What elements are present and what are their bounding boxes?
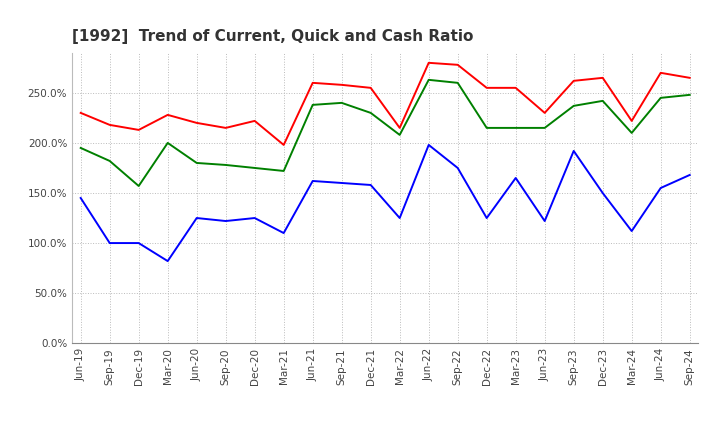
Quick Ratio xyxy=(338,100,346,106)
Cash Ratio xyxy=(163,258,172,264)
Cash Ratio xyxy=(279,231,288,236)
Current Ratio xyxy=(308,80,317,85)
Quick Ratio xyxy=(76,145,85,150)
Current Ratio xyxy=(598,75,607,81)
Cash Ratio xyxy=(598,191,607,196)
Quick Ratio xyxy=(424,77,433,82)
Current Ratio xyxy=(541,110,549,116)
Current Ratio xyxy=(657,70,665,76)
Cash Ratio xyxy=(570,148,578,154)
Cash Ratio xyxy=(366,182,375,187)
Quick Ratio xyxy=(135,183,143,189)
Current Ratio xyxy=(685,75,694,81)
Quick Ratio xyxy=(221,162,230,168)
Current Ratio xyxy=(395,125,404,131)
Quick Ratio xyxy=(482,125,491,131)
Quick Ratio xyxy=(105,158,114,164)
Quick Ratio xyxy=(511,125,520,131)
Quick Ratio xyxy=(685,92,694,98)
Current Ratio xyxy=(135,127,143,132)
Quick Ratio xyxy=(627,130,636,136)
Cash Ratio xyxy=(454,165,462,171)
Quick Ratio xyxy=(657,95,665,100)
Current Ratio xyxy=(454,62,462,67)
Cash Ratio xyxy=(657,185,665,191)
Quick Ratio xyxy=(308,102,317,107)
Quick Ratio xyxy=(598,98,607,103)
Quick Ratio xyxy=(454,80,462,85)
Current Ratio xyxy=(482,85,491,91)
Cash Ratio xyxy=(221,218,230,224)
Cash Ratio xyxy=(395,216,404,221)
Quick Ratio xyxy=(541,125,549,131)
Line: Cash Ratio: Cash Ratio xyxy=(81,145,690,261)
Quick Ratio xyxy=(192,160,201,165)
Cash Ratio xyxy=(541,218,549,224)
Quick Ratio xyxy=(279,169,288,174)
Cash Ratio xyxy=(424,142,433,147)
Quick Ratio xyxy=(366,110,375,116)
Current Ratio xyxy=(192,120,201,125)
Cash Ratio xyxy=(685,172,694,178)
Current Ratio xyxy=(627,118,636,124)
Current Ratio xyxy=(251,118,259,124)
Cash Ratio xyxy=(308,178,317,183)
Quick Ratio xyxy=(570,103,578,109)
Quick Ratio xyxy=(251,165,259,171)
Current Ratio xyxy=(279,142,288,147)
Current Ratio xyxy=(366,85,375,91)
Cash Ratio xyxy=(76,195,85,201)
Cash Ratio xyxy=(482,216,491,221)
Quick Ratio xyxy=(395,132,404,138)
Cash Ratio xyxy=(251,216,259,221)
Current Ratio xyxy=(338,82,346,88)
Cash Ratio xyxy=(192,216,201,221)
Cash Ratio xyxy=(338,180,346,186)
Current Ratio xyxy=(424,60,433,66)
Line: Quick Ratio: Quick Ratio xyxy=(81,80,690,186)
Current Ratio xyxy=(511,85,520,91)
Current Ratio xyxy=(105,122,114,128)
Current Ratio xyxy=(221,125,230,131)
Cash Ratio xyxy=(627,228,636,234)
Current Ratio xyxy=(570,78,578,84)
Cash Ratio xyxy=(105,240,114,246)
Current Ratio xyxy=(76,110,85,116)
Cash Ratio xyxy=(511,175,520,180)
Line: Current Ratio: Current Ratio xyxy=(81,63,690,145)
Current Ratio xyxy=(163,112,172,117)
Cash Ratio xyxy=(135,240,143,246)
Quick Ratio xyxy=(163,140,172,146)
Text: [1992]  Trend of Current, Quick and Cash Ratio: [1992] Trend of Current, Quick and Cash … xyxy=(72,29,473,44)
